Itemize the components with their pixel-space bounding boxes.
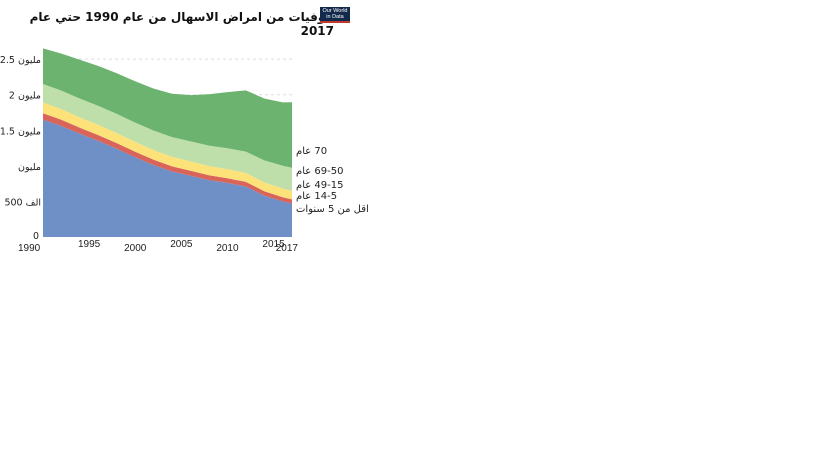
y-tick-2000000: 2 مليون [9, 91, 41, 102]
x-tick-2000: 2000 [124, 243, 147, 254]
chart-title: الوفيات من امراض الاسهال من عام 1990 حتي… [29, 10, 334, 38]
series-label-70-عام: 70 عام [296, 146, 327, 157]
series-label-اقل-من-5-سنوات: اقل من 5 سنوات [296, 204, 369, 215]
area-series-4[interactable] [43, 48, 292, 168]
series-label-49-15-عام: 49-15 عام [296, 180, 343, 191]
area-series [43, 48, 292, 237]
owid-logo[interactable]: Our World in Data [320, 7, 350, 23]
x-tick-1990: 1990 [18, 243, 41, 254]
series-label-69-50-عام: 69-50 عام [296, 166, 343, 177]
y-axis-ticks: 0 500 الف مليون 1.5 مليون 2 مليون 2.5 مليون [0, 55, 41, 242]
area-series-1[interactable] [43, 113, 292, 204]
series-label-14-5-عام: 14-5 عام [296, 191, 337, 202]
area-series-2[interactable] [43, 102, 292, 200]
x-tick-2010: 2010 [216, 243, 239, 254]
x-tick-2015: 2015 [262, 239, 285, 250]
x-tick-1995: 1995 [78, 239, 101, 250]
x-tick-2005: 2005 [170, 239, 193, 250]
y-tick-2500000: 2.5 مليون [0, 55, 41, 66]
area-series-3[interactable] [43, 84, 292, 191]
x-tick-2017: 2017 [276, 243, 299, 254]
y-tick-500000: 500 الف [4, 197, 41, 208]
area-series-0[interactable] [43, 119, 292, 237]
y-tick-1500000: 1.5 مليون [0, 126, 41, 137]
logo-line-1: Our World [322, 8, 348, 14]
logo-line-2: in Data [326, 14, 344, 20]
y-tick-0: 0 [33, 231, 39, 242]
y-tick-1000000: مليون [18, 162, 41, 173]
